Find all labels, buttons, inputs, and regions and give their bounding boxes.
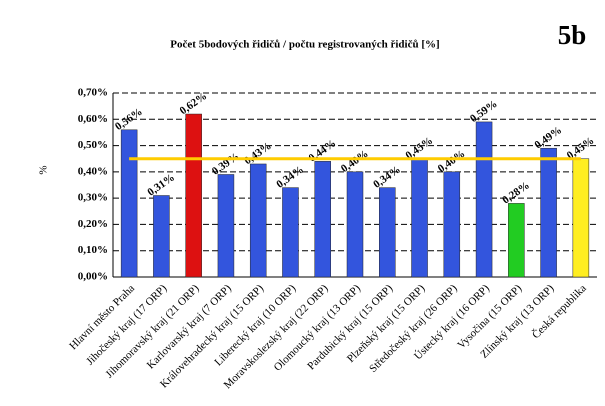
value-label: 0,49%	[533, 124, 565, 151]
bar	[120, 129, 138, 278]
chart-title: Počet 5bodových řidičů / počtu registrov…	[170, 39, 439, 51]
y-tick-label: 0,60%	[78, 113, 108, 125]
value-label: 0,59%	[468, 98, 500, 125]
value-label: 0,56%	[113, 106, 145, 133]
y-tick-label: 0,30%	[78, 192, 108, 204]
bar	[379, 187, 396, 278]
bar	[249, 163, 267, 278]
y-tick-label: 0,10%	[78, 244, 108, 256]
bar	[411, 158, 428, 278]
y-tick-label: 0,50%	[78, 139, 108, 151]
bar	[572, 158, 590, 278]
bar	[540, 147, 557, 278]
y-tick-label: 0,70%	[78, 87, 108, 99]
badge: 5b	[558, 20, 587, 50]
value-label: 0,62%	[178, 90, 210, 117]
value-label: 0,43%	[242, 140, 274, 167]
value-label: 0,28%	[500, 179, 532, 206]
bar	[475, 121, 493, 278]
y-tick-label: 0,40%	[78, 165, 108, 177]
bar	[217, 174, 235, 278]
bar	[443, 171, 461, 278]
bar	[282, 187, 299, 278]
bar	[346, 171, 364, 278]
value-label: 0,34%	[274, 164, 306, 191]
bar	[508, 203, 525, 278]
value-label: 0,44%	[307, 137, 339, 164]
value-label: 0,39%	[210, 151, 242, 178]
y-tick-label: 0,00%	[78, 271, 108, 283]
y-tick-label: 0,20%	[78, 218, 108, 230]
value-label: 0,34%	[371, 164, 403, 191]
value-label: 0,40%	[436, 148, 468, 175]
bar	[185, 113, 202, 278]
value-label: 0,40%	[339, 148, 371, 175]
bar	[153, 195, 170, 278]
y-axis-label: %	[38, 165, 50, 174]
value-label: 0,31%	[145, 172, 177, 199]
bar	[314, 161, 331, 278]
